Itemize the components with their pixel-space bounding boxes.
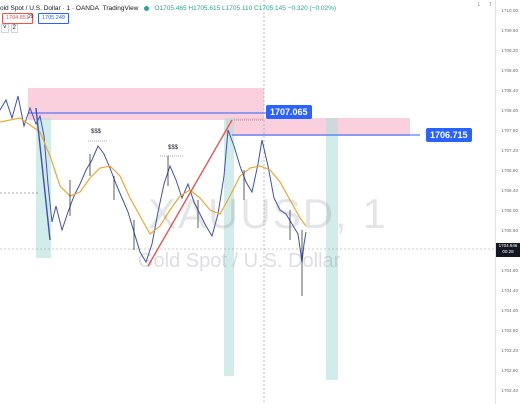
watermark-name: Gold Spot / U.S. Dollar [138, 250, 341, 272]
axis-tick: 1703.20 [501, 348, 518, 353]
moving-average-line [0, 117, 307, 235]
axis-tick: 1706.00 [501, 208, 518, 213]
price-line [0, 95, 307, 264]
current-price-value: 1704.946 [498, 243, 518, 248]
broker: OANDA [75, 4, 100, 12]
teal-zone-1 [36, 118, 51, 258]
indicator-count: 2 [10, 24, 18, 33]
ohlc-values: O1705.465 H1705.615 L1705.110 C1705.145 … [154, 4, 337, 12]
symbol-header[interactable]: old Spot / U.S. Dollar · 1 · OANDA Tradi… [0, 4, 337, 12]
candles [69, 154, 303, 296]
interval[interactable]: 1 [66, 4, 71, 12]
liquidity-label-2: $$$ [168, 145, 179, 151]
upper-level-label[interactable]: 1707.065 [266, 105, 312, 119]
lower-zone [226, 118, 410, 136]
axis-tick: 1708.00 [501, 108, 518, 113]
axis-tick: 1704.00 [501, 308, 518, 313]
sell-badge[interactable]: 1704.851 [2, 13, 33, 24]
lower-level-label[interactable]: 1706.715 [426, 128, 472, 142]
symbol-name[interactable]: old Spot / U.S. Dollar [0, 4, 61, 12]
arrow-up-icon[interactable]: ↑ [488, 1, 493, 8]
chevron-icon[interactable]: ˅ [1, 24, 9, 33]
axis-tick: 1702.80 [501, 368, 518, 373]
axis-tick: 1707.60 [501, 128, 518, 133]
watermark-ticker: XAUUSD, 1 [148, 190, 388, 237]
price-axis[interactable]: 1710.00 1709.60 1709.20 1708.80 1708.40 1708.… [495, 0, 520, 404]
axis-tick: 1704.40 [501, 288, 518, 293]
liquidity-label-1: $$$ [91, 129, 102, 135]
teal-zone-2 [224, 118, 234, 376]
platform: TradingView [102, 4, 139, 12]
candle-countdown: 00:28 [502, 249, 514, 254]
trend-line-up[interactable] [147, 119, 233, 267]
axis-tick: 1704.80 [501, 268, 518, 273]
axis-tick: 1707.20 [501, 148, 518, 153]
axis-tick: 1706.40 [501, 188, 518, 193]
axis-tick: 1708.80 [501, 68, 518, 73]
axis-tick: 1703.60 [501, 328, 518, 333]
axis-tick: 1702.40 [501, 388, 518, 393]
upper-zone [28, 88, 264, 120]
trend-line-down[interactable] [35, 107, 51, 241]
current-price-label: 1704.946 00:28 [496, 243, 520, 257]
top-toolbar: ↓ ↑ [477, 1, 492, 8]
axis-tick: 1710.00 [501, 8, 518, 13]
axis-tick: 1706.80 [501, 168, 518, 173]
arrow-down-icon[interactable]: ↓ [477, 1, 481, 8]
spread: 29 [28, 14, 34, 20]
market-status-icon [144, 5, 150, 11]
axis-tick: 1709.60 [501, 28, 518, 33]
indicator-toggle[interactable]: ˅ 2 [1, 24, 18, 33]
axis-tick: 1705.60 [501, 228, 518, 233]
axis-tick: 1708.40 [501, 88, 518, 93]
buy-badge[interactable]: 1705.249 [38, 13, 69, 24]
axis-tick: 1709.20 [501, 48, 518, 53]
